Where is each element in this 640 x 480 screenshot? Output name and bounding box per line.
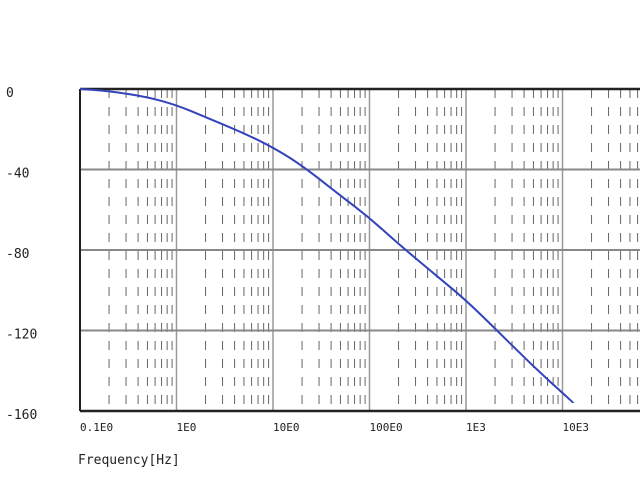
series-layer (79, 88, 575, 404)
y-tick-label: -120 (6, 328, 37, 343)
y-tick-label: -160 (6, 408, 37, 423)
x-tick-label: 0.1E0 (80, 421, 113, 434)
x-tick-label: 10E0 (273, 421, 300, 434)
y-tick-label: -80 (6, 247, 29, 262)
x-tick-label: 1E3 (466, 421, 486, 434)
response-curve (79, 88, 575, 404)
x-tick-label: 1E0 (177, 421, 197, 434)
x-tick-label: 100E0 (370, 421, 403, 434)
x-tick-label: 10E3 (563, 421, 590, 434)
x-axis-title: Frequency[Hz] (78, 453, 180, 468)
tick-labels: 0.1E0 1E0 10E0 100E0 1E3 10E3 0 -40 -80 -120 -160 (6, 86, 589, 434)
axes (79, 87, 640, 413)
grid (80, 89, 640, 411)
y-tick-label: 0 (6, 86, 14, 101)
y-tick-label: -40 (6, 167, 29, 182)
